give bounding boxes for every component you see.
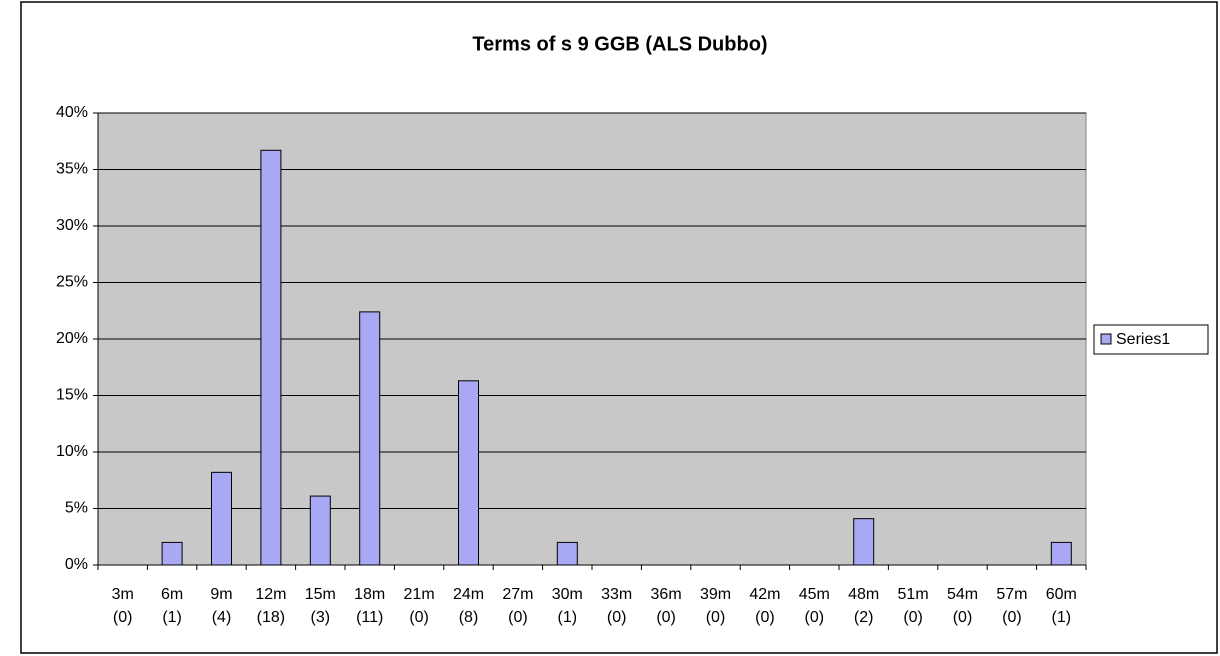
y-tick-label: 40% <box>56 104 88 121</box>
y-tick-label: 35% <box>56 161 88 178</box>
x-tick-label: 57m <box>996 586 1027 603</box>
x-tick-label: (0) <box>706 609 726 626</box>
x-tick-label: 54m <box>947 586 978 603</box>
x-tick-label: (0) <box>805 609 825 626</box>
bar <box>211 471 232 566</box>
x-tick-label: (0) <box>508 609 528 626</box>
x-tick-label: 9m <box>210 586 232 603</box>
x-tick-label: 21m <box>404 586 435 603</box>
x-tick-label: 24m <box>453 586 484 603</box>
y-tick-label: 30% <box>56 217 88 234</box>
x-tick-label: 30m <box>552 586 583 603</box>
x-tick-label: 48m <box>848 586 879 603</box>
y-tick-label: 5% <box>65 500 88 517</box>
chart-title: Terms of s 9 GGB (ALS Dubbo) <box>472 33 767 55</box>
x-tick-label: 27m <box>502 586 533 603</box>
bar <box>853 518 875 566</box>
x-tick-label: 36m <box>651 586 682 603</box>
x-tick-label: 42m <box>749 586 780 603</box>
x-tick-label: (0) <box>607 609 627 626</box>
x-tick-label: 18m <box>354 586 385 603</box>
legend-label: Series1 <box>1116 331 1170 348</box>
bar <box>161 541 183 566</box>
bar <box>458 380 479 566</box>
x-tick-label: (0) <box>113 609 133 626</box>
x-tick-label: (1) <box>162 609 182 626</box>
x-tick-label: (0) <box>1002 609 1022 626</box>
x-tick-label: (11) <box>356 609 383 626</box>
x-tick-label: 6m <box>161 586 183 603</box>
y-tick-label: 0% <box>65 556 88 573</box>
legend-box <box>1093 324 1209 355</box>
x-tick-label: (8) <box>459 609 479 626</box>
x-tick-label: 45m <box>799 586 830 603</box>
bar <box>309 495 331 566</box>
y-tick-label: 10% <box>56 443 88 460</box>
x-tick-label: (0) <box>903 609 923 626</box>
bar <box>260 149 282 566</box>
x-tick-label: (4) <box>212 609 232 626</box>
x-tick-label: 15m <box>305 586 336 603</box>
x-tick-label: (0) <box>656 609 676 626</box>
x-tick-label: 12m <box>255 586 286 603</box>
y-tick-label: 20% <box>56 330 88 347</box>
x-tick-label: (2) <box>854 609 874 626</box>
x-tick-label: (0) <box>755 609 775 626</box>
x-tick-label: 33m <box>601 586 632 603</box>
x-tick-label: 3m <box>112 586 134 603</box>
x-tick-label: (1) <box>1052 609 1072 626</box>
y-tick-label: 25% <box>56 274 88 291</box>
x-tick-label: (18) <box>257 609 285 626</box>
legend-swatch <box>1100 333 1112 345</box>
x-tick-label: (0) <box>953 609 973 626</box>
bar <box>556 541 578 566</box>
x-tick-label: (1) <box>558 609 578 626</box>
x-tick-label: (3) <box>311 609 331 626</box>
x-tick-label: 60m <box>1046 586 1077 603</box>
x-tick-label: (0) <box>409 609 429 626</box>
bar <box>359 311 381 566</box>
bar <box>1050 541 1072 566</box>
x-tick-label: 51m <box>898 586 929 603</box>
y-tick-label: 15% <box>56 387 88 404</box>
x-tick-label: 39m <box>700 586 731 603</box>
